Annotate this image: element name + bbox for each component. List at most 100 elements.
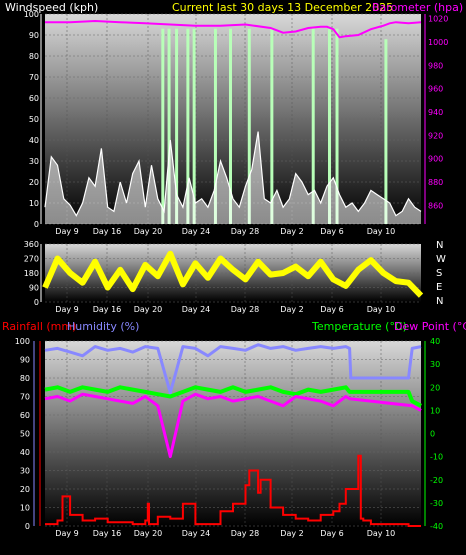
direction-line: [42, 250, 424, 298]
temperature-y-tick-label: -30: [430, 499, 443, 508]
barometer-y-tick-label: 860: [428, 201, 443, 210]
temperature-y-tick-label: -20: [430, 476, 443, 485]
x-tick-label: Day 6: [320, 305, 343, 314]
humidity-y-tick-label: 90: [20, 356, 30, 365]
compass-label: S: [436, 268, 442, 279]
x-tick-label: Day 10: [367, 529, 396, 538]
compass-label: N: [436, 240, 443, 251]
temperature-y-tick-label: -40: [430, 522, 443, 531]
humidity-y-tick-label: 50: [20, 430, 30, 439]
gust-bar: [167, 28, 171, 225]
gust-series: [161, 28, 388, 225]
x-tick-label: Day 10: [367, 227, 396, 236]
humidity-y-tick-label: 60: [20, 411, 30, 420]
x-tick-label: Day 9: [55, 305, 78, 314]
x-tick-label: Day 28: [231, 529, 260, 538]
x-tick-label: Day 16: [93, 529, 122, 538]
gust-bar: [186, 28, 190, 225]
wind-gridlines: [45, 13, 421, 225]
wind-y-tick-label: 90: [29, 31, 39, 40]
wind-y-tick-label: 70: [29, 73, 39, 82]
x-tick-label: Day 28: [231, 227, 260, 236]
dewpoint-line: [44, 392, 422, 459]
windspeed-series: [44, 131, 422, 224]
dewpoint-series: [44, 392, 422, 459]
compass-label: W: [436, 254, 446, 265]
temperature-y-tick-label: 0: [430, 430, 435, 439]
barometer-y-tick-label: 920: [428, 131, 443, 140]
x-tick-label: Day 20: [134, 529, 163, 538]
wind-y-tick-label: 20: [29, 178, 39, 187]
direction-y-tick-label: 0: [34, 298, 39, 307]
barometer-y-tick-label: 900: [428, 155, 443, 164]
gust-bar: [311, 28, 315, 225]
humidity-y-tick-label: 0: [25, 522, 30, 531]
gust-bar: [213, 28, 217, 225]
temperature-y-tick-label: 10: [430, 406, 440, 415]
wind-y-tick-label: 40: [29, 136, 39, 145]
x-tick-label: Day 2: [280, 227, 303, 236]
chart-title: Current last 30 days 13 December 2025: [172, 1, 393, 14]
compass-label: E: [436, 282, 442, 293]
compass-label: N: [436, 296, 443, 307]
temperature-y-tick-label: 40: [430, 337, 440, 346]
wind-y-tick-label: 10: [29, 199, 39, 208]
wind-y-tick-label: 0: [34, 220, 39, 229]
humidity-y-tick-label: 40: [20, 448, 30, 457]
temperature-y-tick-label: -10: [430, 453, 443, 462]
x-tick-label: Day 9: [55, 529, 78, 538]
barometer-y-tick-label: 960: [428, 85, 443, 94]
humidity-y-tick-label: 30: [20, 467, 30, 476]
humidity-series: [44, 343, 422, 395]
barometer-series: [45, 19, 422, 39]
wind-y-tick-label: 80: [29, 52, 39, 61]
direction-y-tick-label: 90: [29, 284, 39, 293]
x-tick-label: Day 24: [182, 529, 211, 538]
direction-series: [42, 250, 424, 298]
humidity-label: Humidity (%): [67, 320, 139, 333]
barometer-label: Barometer (hpa): [372, 1, 463, 14]
rain-label: Rainfall (mm): [2, 320, 76, 333]
windspeed-area: [45, 131, 421, 224]
humidity-y-tick-label: 80: [20, 374, 30, 383]
x-tick-label: Day 9: [55, 227, 78, 236]
direction-gridlines: [45, 243, 421, 303]
barometer-line: [45, 19, 422, 39]
x-tick-label: Day 16: [93, 305, 122, 314]
gust-bar: [247, 28, 251, 225]
rainfall-line: [45, 454, 421, 527]
gust-bar: [161, 28, 165, 225]
direction-y-tick-label: 360: [24, 240, 39, 249]
humidity-y-tick-label: 20: [20, 485, 30, 494]
wind-y-tick-label: 30: [29, 157, 39, 166]
wind-y-tick-label: 60: [29, 94, 39, 103]
wind-y-tick-label: 100: [24, 10, 39, 19]
rainfall-series: [45, 454, 421, 527]
x-tick-label: Day 20: [134, 227, 163, 236]
humidity-line: [44, 343, 422, 395]
direction-y-tick-label: 180: [24, 269, 39, 278]
x-tick-label: Day 24: [182, 305, 211, 314]
barometer-y-tick-label: 980: [428, 61, 443, 70]
humidity-y-tick-label: 10: [20, 504, 30, 513]
gust-bar: [335, 28, 339, 225]
temperature-y-tick-label: 20: [430, 383, 440, 392]
temperature-series: [44, 385, 422, 408]
x-tick-label: Day 16: [93, 227, 122, 236]
gust-bar: [192, 28, 196, 225]
direction-y-tick-label: 270: [24, 255, 39, 264]
x-tick-label: Day 2: [280, 305, 303, 314]
temperature-label: Temperature (°C): [311, 320, 407, 333]
barometer-y-tick-label: 940: [428, 108, 443, 117]
windspeed-line: [44, 131, 422, 217]
x-tick-label: Day 10: [367, 305, 396, 314]
gust-bar: [228, 28, 232, 225]
barometer-y-tick-label: 1020: [428, 15, 448, 24]
gust-bar: [328, 28, 332, 225]
humidity-y-tick-label: 100: [15, 337, 30, 346]
x-tick-label: Day 6: [320, 227, 343, 236]
x-tick-label: Day 20: [134, 305, 163, 314]
dewpoint-label: Dew Point (°C): [394, 320, 466, 333]
